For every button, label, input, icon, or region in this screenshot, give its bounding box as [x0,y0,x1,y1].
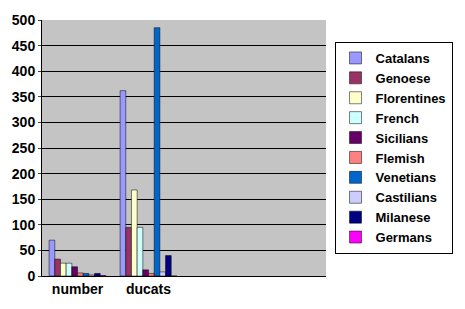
svg-text:0: 0 [27,268,35,284]
svg-text:Germans: Germans [376,230,432,245]
svg-text:number: number [52,281,104,297]
svg-text:300: 300 [12,114,36,130]
svg-text:Catalans: Catalans [376,51,430,66]
svg-text:French: French [376,111,419,126]
svg-text:Sicilians: Sicilians [376,131,429,146]
svg-text:Venetians: Venetians [376,170,437,185]
svg-text:Castilians: Castilians [376,190,437,205]
svg-text:350: 350 [12,89,36,105]
svg-text:100: 100 [12,217,36,233]
svg-text:50: 50 [20,242,36,258]
svg-text:400: 400 [12,63,36,79]
svg-text:450: 450 [12,38,36,54]
svg-text:ducats: ducats [126,281,171,297]
svg-text:150: 150 [12,191,36,207]
svg-text:Flemish: Flemish [376,151,425,166]
svg-text:200: 200 [12,166,36,182]
svg-text:250: 250 [12,140,36,156]
svg-text:Genoese: Genoese [376,71,431,86]
svg-text:Milanese: Milanese [376,210,431,225]
svg-text:Florentines: Florentines [376,91,446,106]
svg-text:500: 500 [12,12,36,28]
